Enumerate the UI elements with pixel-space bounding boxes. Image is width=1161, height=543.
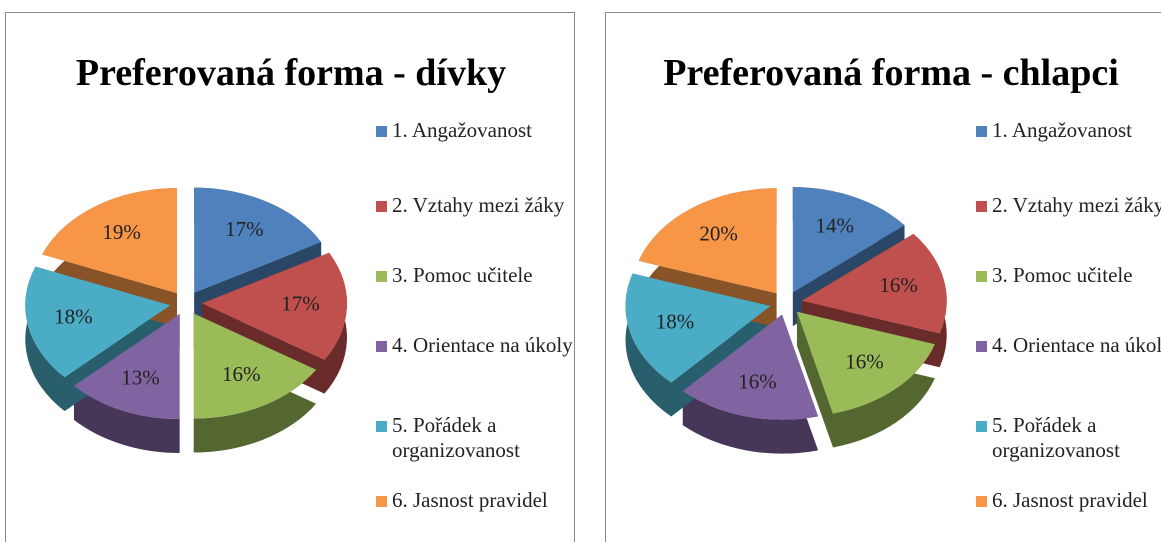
- legend-label: 6. Jasnost pravidel: [992, 488, 1148, 512]
- chart: Preferovaná forma - dívky 17% 17% 16% 13% 18%…: [25, 52, 506, 454]
- legend-label: 4. Orientace na úkoly: [992, 333, 1161, 357]
- legend-label: 4. Orientace na úkoly: [392, 333, 573, 357]
- legend-item: 2. Vztahy mezi žáky: [376, 193, 576, 218]
- legend-item: 3. Pomoc učitele: [976, 263, 1161, 288]
- slice: [73, 314, 180, 420]
- legend-swatch: [376, 421, 387, 432]
- legend-label: 1. Angažovanost: [392, 118, 532, 142]
- legend-item: 6. Jasnost pravidel: [376, 488, 576, 513]
- legend-item: 3. Pomoc učitele: [376, 263, 576, 288]
- slice: [201, 252, 347, 360]
- legend-label: 2. Vztahy mezi žáky: [392, 193, 565, 217]
- legend-item: 5. Pořádek a organizovanost: [976, 413, 1161, 463]
- legend-item: 1. Angažovanost: [976, 118, 1161, 143]
- legend-swatch: [976, 126, 987, 137]
- chart-panel: Preferovaná forma - chlapci 14% 16% 16% 16% 1…: [605, 12, 1161, 542]
- legend-label: 2. Vztahy mezi žáky: [992, 193, 1161, 217]
- legend-swatch: [376, 341, 387, 352]
- legend-label: 3. Pomoc učitele: [992, 263, 1133, 287]
- legend-label: 3. Pomoc učitele: [392, 263, 533, 287]
- chart-title: Preferovaná forma - dívky: [76, 52, 506, 94]
- legend-item: 4. Orientace na úkoly: [976, 333, 1161, 358]
- slice: [42, 188, 178, 294]
- data-label: 16%: [845, 350, 884, 374]
- legend-swatch: [376, 271, 387, 282]
- data-label: 18%: [54, 304, 93, 328]
- chart: Preferovaná forma - chlapci14%16%16%16%1…: [625, 52, 1119, 454]
- legend-label: 5. Pořádek a organizovanost: [992, 413, 1120, 462]
- data-label: 17%: [225, 217, 264, 241]
- data-label: 16%: [879, 273, 918, 297]
- data-label: 16%: [222, 362, 261, 386]
- slice: [682, 314, 819, 420]
- slice: [638, 188, 777, 294]
- slice: [792, 187, 905, 293]
- slice: [25, 266, 171, 378]
- chart-title: Preferovaná forma - chlapci: [663, 52, 1119, 94]
- legend-swatch: [376, 496, 387, 507]
- legend-swatch: [976, 201, 987, 212]
- data-label: 16%: [738, 370, 777, 394]
- legend-item: 4. Orientace na úkoly: [376, 333, 576, 358]
- data-label: 13%: [121, 365, 160, 389]
- legend-label: 1. Angažovanost: [992, 118, 1132, 142]
- legend-item: 2. Vztahy mezi žáky: [976, 193, 1161, 218]
- pie-tops: 17% 17% 16% 13% 18% 19%: [25, 187, 347, 420]
- data-label: 17%: [281, 291, 320, 315]
- data-label: 20%: [699, 221, 738, 245]
- data-label: 14%: [816, 213, 855, 237]
- legend-swatch: [376, 201, 387, 212]
- legend-item: 1. Angažovanost: [376, 118, 576, 143]
- slice: [796, 311, 935, 414]
- legend-label: 5. Pořádek a organizovanost: [392, 413, 520, 462]
- slice: [194, 187, 322, 293]
- chart-panel: Preferovaná forma - dívky 17% 17% 16% 13% 18%…: [5, 12, 575, 542]
- pie-tops: 14% 16% 16% 16% 18% 20%: [625, 187, 947, 420]
- data-label: 19%: [102, 220, 141, 244]
- slice: [193, 313, 317, 419]
- legend-swatch: [976, 496, 987, 507]
- legend-swatch: [376, 126, 387, 137]
- legend-swatch: [976, 421, 987, 432]
- legend-label: 6. Jasnost pravidel: [392, 488, 548, 512]
- slice: [625, 273, 771, 383]
- data-label: 18%: [656, 310, 695, 334]
- legend-item: 5. Pořádek a organizovanost: [376, 413, 576, 463]
- legend-swatch: [976, 341, 987, 352]
- slice: [801, 233, 947, 334]
- legend-swatch: [976, 271, 987, 282]
- legend-item: 6. Jasnost pravidel: [976, 488, 1161, 513]
